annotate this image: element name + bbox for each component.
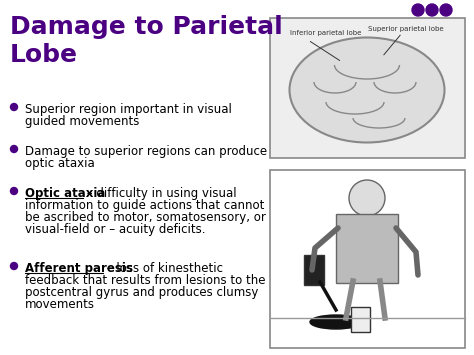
Ellipse shape bbox=[310, 315, 362, 329]
Text: Superior region important in visual: Superior region important in visual bbox=[25, 103, 232, 116]
Text: Damage to superior regions can produce: Damage to superior regions can produce bbox=[25, 145, 267, 158]
Text: optic ataxia: optic ataxia bbox=[25, 157, 95, 170]
Circle shape bbox=[10, 262, 18, 269]
FancyBboxPatch shape bbox=[270, 170, 465, 348]
Text: Inferior parietal lobe: Inferior parietal lobe bbox=[290, 30, 361, 36]
Text: – difficulty in using visual: – difficulty in using visual bbox=[83, 187, 237, 200]
Circle shape bbox=[10, 187, 18, 195]
Text: guided movements: guided movements bbox=[25, 115, 139, 128]
Text: postcentral gyrus and produces clumsy: postcentral gyrus and produces clumsy bbox=[25, 286, 258, 299]
Ellipse shape bbox=[290, 38, 445, 142]
Circle shape bbox=[10, 146, 18, 153]
Text: movements: movements bbox=[25, 298, 95, 311]
Circle shape bbox=[440, 4, 452, 16]
Text: – loss of kinesthetic: – loss of kinesthetic bbox=[102, 262, 223, 275]
Text: feedback that results from lesions to the: feedback that results from lesions to th… bbox=[25, 274, 265, 287]
Text: Damage to Parietal
Lobe: Damage to Parietal Lobe bbox=[10, 15, 283, 67]
Circle shape bbox=[10, 104, 18, 110]
FancyBboxPatch shape bbox=[352, 306, 371, 332]
FancyBboxPatch shape bbox=[336, 214, 398, 283]
Text: be ascribed to motor, somatosensory, or: be ascribed to motor, somatosensory, or bbox=[25, 211, 266, 224]
Text: information to guide actions that cannot: information to guide actions that cannot bbox=[25, 199, 264, 212]
Circle shape bbox=[349, 180, 385, 216]
FancyBboxPatch shape bbox=[270, 18, 465, 158]
Circle shape bbox=[426, 4, 438, 16]
Circle shape bbox=[412, 4, 424, 16]
Text: Afferent paresis: Afferent paresis bbox=[25, 262, 133, 275]
Text: Superior parietal lobe: Superior parietal lobe bbox=[368, 26, 444, 32]
FancyBboxPatch shape bbox=[304, 255, 324, 285]
Text: Optic ataxia: Optic ataxia bbox=[25, 187, 105, 200]
Text: visual-field or – acuity deficits.: visual-field or – acuity deficits. bbox=[25, 223, 206, 236]
